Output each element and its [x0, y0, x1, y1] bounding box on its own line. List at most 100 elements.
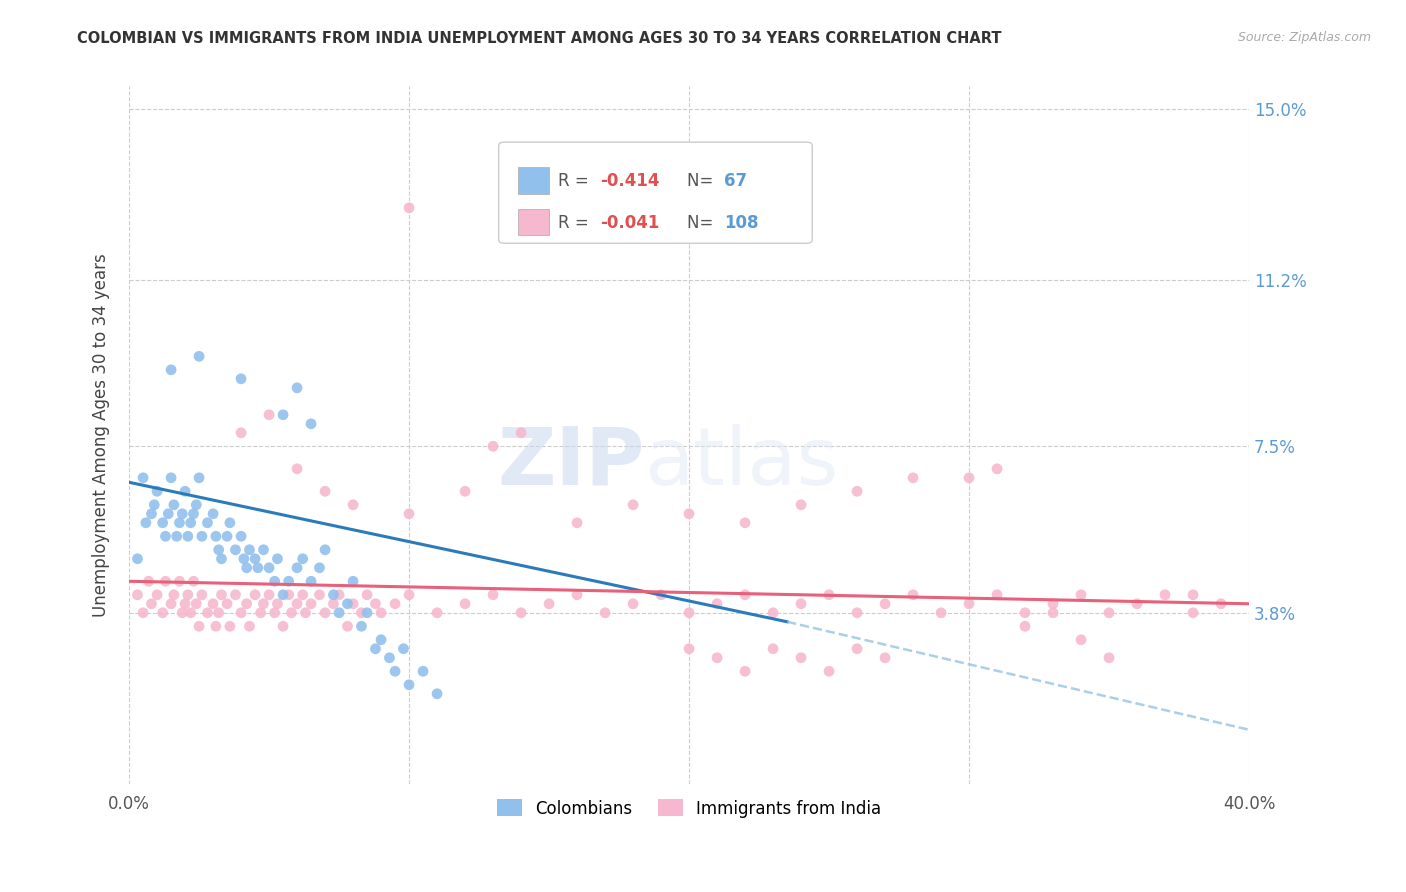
Point	[846, 484, 869, 499]
Point	[901, 471, 924, 485]
Point	[1098, 650, 1121, 665]
Point	[398, 507, 420, 521]
Text: COLOMBIAN VS IMMIGRANTS FROM INDIA UNEMPLOYMENT AMONG AGES 30 TO 34 YEARS CORREL: COLOMBIAN VS IMMIGRANTS FROM INDIA UNEMP…	[77, 31, 1002, 46]
Point	[163, 588, 186, 602]
Point	[180, 516, 202, 530]
Point	[308, 588, 330, 602]
Point	[350, 619, 373, 633]
Point	[143, 498, 166, 512]
Point	[191, 588, 214, 602]
Point	[188, 471, 211, 485]
Text: Source: ZipAtlas.com: Source: ZipAtlas.com	[1237, 31, 1371, 45]
Point	[678, 606, 700, 620]
Point	[183, 574, 205, 589]
Point	[197, 606, 219, 620]
Text: 67: 67	[724, 172, 747, 190]
Text: -0.414: -0.414	[600, 172, 659, 190]
Point	[621, 597, 644, 611]
Point	[412, 665, 434, 679]
Point	[957, 597, 980, 611]
Point	[706, 650, 728, 665]
Point	[454, 484, 477, 499]
Point	[454, 597, 477, 611]
Point	[217, 529, 239, 543]
Point	[280, 606, 302, 620]
Point	[217, 597, 239, 611]
Point	[426, 606, 449, 620]
Point	[790, 650, 813, 665]
Point	[299, 574, 322, 589]
Point	[127, 551, 149, 566]
Point	[342, 597, 364, 611]
Point	[235, 597, 257, 611]
Point	[565, 516, 588, 530]
FancyBboxPatch shape	[499, 142, 813, 244]
Point	[1209, 597, 1232, 611]
Point	[169, 574, 191, 589]
Point	[356, 606, 378, 620]
Point	[127, 588, 149, 602]
Point	[152, 606, 174, 620]
Text: ZIP: ZIP	[496, 424, 644, 502]
Point	[384, 665, 406, 679]
Point	[957, 471, 980, 485]
Point	[1070, 588, 1092, 602]
Point	[174, 597, 197, 611]
Point	[1154, 588, 1177, 602]
Point	[135, 516, 157, 530]
Point	[177, 529, 200, 543]
Point	[141, 597, 163, 611]
Point	[257, 408, 280, 422]
Text: N=: N=	[686, 172, 718, 190]
Point	[229, 606, 252, 620]
Point	[277, 588, 299, 602]
Point	[271, 588, 294, 602]
Point	[314, 606, 336, 620]
Point	[294, 606, 316, 620]
Point	[565, 588, 588, 602]
Point	[229, 425, 252, 440]
Y-axis label: Unemployment Among Ages 30 to 34 years: Unemployment Among Ages 30 to 34 years	[93, 253, 110, 617]
Point	[211, 588, 233, 602]
Point	[191, 529, 214, 543]
Point	[314, 484, 336, 499]
Text: R =: R =	[558, 172, 593, 190]
Point	[846, 606, 869, 620]
Point	[398, 201, 420, 215]
Point	[336, 597, 359, 611]
Point	[734, 516, 756, 530]
Point	[678, 507, 700, 521]
Point	[1042, 597, 1064, 611]
Point	[166, 529, 188, 543]
Point	[229, 372, 252, 386]
Point	[188, 619, 211, 633]
Point	[186, 597, 208, 611]
Point	[218, 516, 240, 530]
Point	[238, 619, 260, 633]
Point	[986, 588, 1008, 602]
Point	[146, 484, 169, 499]
Point	[342, 574, 364, 589]
Point	[299, 417, 322, 431]
Point	[211, 551, 233, 566]
Point	[762, 641, 785, 656]
Point	[160, 471, 183, 485]
Point	[163, 498, 186, 512]
Point	[169, 516, 191, 530]
Point	[538, 597, 561, 611]
FancyBboxPatch shape	[517, 168, 550, 194]
Legend: Colombians, Immigrants from India: Colombians, Immigrants from India	[491, 793, 887, 824]
Point	[734, 588, 756, 602]
Point	[285, 462, 308, 476]
Point	[160, 363, 183, 377]
Point	[188, 349, 211, 363]
Point	[208, 542, 231, 557]
Point	[224, 542, 246, 557]
Point	[186, 498, 208, 512]
Point	[285, 381, 308, 395]
Point	[482, 588, 505, 602]
Point	[252, 542, 274, 557]
Point	[308, 561, 330, 575]
Text: -0.041: -0.041	[600, 214, 659, 232]
Point	[224, 588, 246, 602]
